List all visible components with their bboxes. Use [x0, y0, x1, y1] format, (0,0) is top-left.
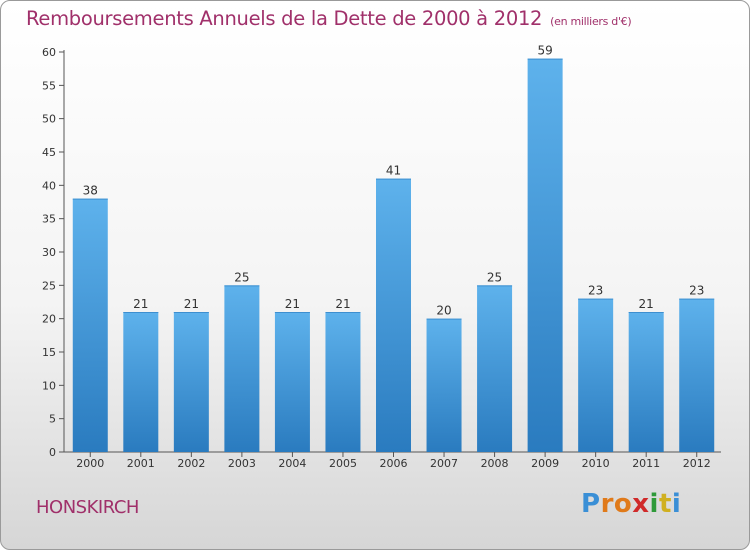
x-tick-label: 2004	[278, 457, 306, 470]
y-tick-label: 20	[42, 313, 56, 326]
x-tick-label: 2009	[531, 457, 559, 470]
proxiti-logo: Proxiti	[581, 489, 681, 519]
unit-label: (en milliers d'€)	[550, 15, 632, 28]
bar	[123, 312, 159, 452]
x-tick-label: 2002	[177, 457, 205, 470]
logo-letter: o	[613, 489, 633, 519]
logo-letter: i	[649, 489, 659, 519]
data-label: 41	[386, 164, 401, 178]
data-label: 21	[335, 297, 350, 311]
data-label: 23	[588, 284, 603, 298]
y-tick-label: 10	[42, 379, 56, 392]
bar	[527, 58, 563, 453]
x-tick-label: 2001	[127, 457, 155, 470]
logo-letter: x	[632, 489, 650, 519]
y-tick-label: 55	[42, 79, 56, 92]
data-label: 59	[537, 44, 552, 58]
bar	[426, 318, 462, 452]
logo-letter: P	[581, 489, 601, 519]
y-tick-label: 30	[42, 246, 56, 259]
bar	[376, 178, 411, 452]
y-tick-label: 45	[42, 146, 56, 159]
bar	[72, 198, 108, 452]
x-tick-label: 2012	[683, 457, 711, 470]
bar	[477, 285, 513, 452]
x-tick-label: 2003	[228, 457, 256, 470]
y-tick-label: 35	[42, 213, 56, 226]
data-label: 25	[487, 270, 502, 284]
y-tick-label: 15	[42, 346, 56, 359]
data-label: 21	[133, 297, 148, 311]
y-tick-label: 40	[42, 179, 56, 192]
title-text: Remboursements Annuels de la Dette de 20…	[26, 7, 543, 30]
x-tick-label: 2006	[380, 457, 408, 470]
bars	[72, 58, 715, 453]
x-tick-label: 2011	[632, 457, 660, 470]
bar	[274, 312, 310, 452]
data-label: 21	[285, 297, 300, 311]
data-labels: 38 21 21 25 21 21 41 20 25 59 23 21 23	[83, 44, 705, 318]
bar	[325, 312, 361, 452]
bar	[679, 298, 715, 452]
logo-letter: i	[671, 489, 682, 519]
bar-chart: 0 5 10 15 20 25 30 35 40 45 50 55 60 2000 2001 2002 2003…	[42, 44, 721, 470]
commune-name: HONSKIRCH	[36, 497, 139, 518]
chart-title: Remboursements Annuels de la Dette de 20…	[26, 7, 632, 30]
data-label: 20	[436, 304, 451, 318]
y-tick-label: 25	[42, 279, 56, 292]
data-label: 23	[689, 284, 704, 298]
x-tick-label: 2000	[76, 457, 104, 470]
data-label: 21	[184, 297, 199, 311]
x-tick-label: 2010	[582, 457, 610, 470]
y-tick-label: 60	[42, 46, 56, 59]
y-tick-label: 50	[42, 113, 56, 126]
y-tick-label: 0	[49, 446, 56, 459]
bar	[578, 298, 614, 452]
x-tick-label: 2007	[430, 457, 458, 470]
bar	[628, 312, 664, 452]
bar	[173, 312, 209, 452]
data-label: 25	[234, 270, 249, 284]
data-label: 21	[639, 297, 654, 311]
bar	[224, 285, 260, 452]
logo-letter: r	[600, 489, 614, 519]
y-tick-label: 5	[49, 413, 56, 426]
x-tick-label: 2008	[481, 457, 509, 470]
data-label: 38	[83, 184, 98, 198]
x-tick-label: 2005	[329, 457, 357, 470]
logo-letter: t	[658, 489, 672, 519]
